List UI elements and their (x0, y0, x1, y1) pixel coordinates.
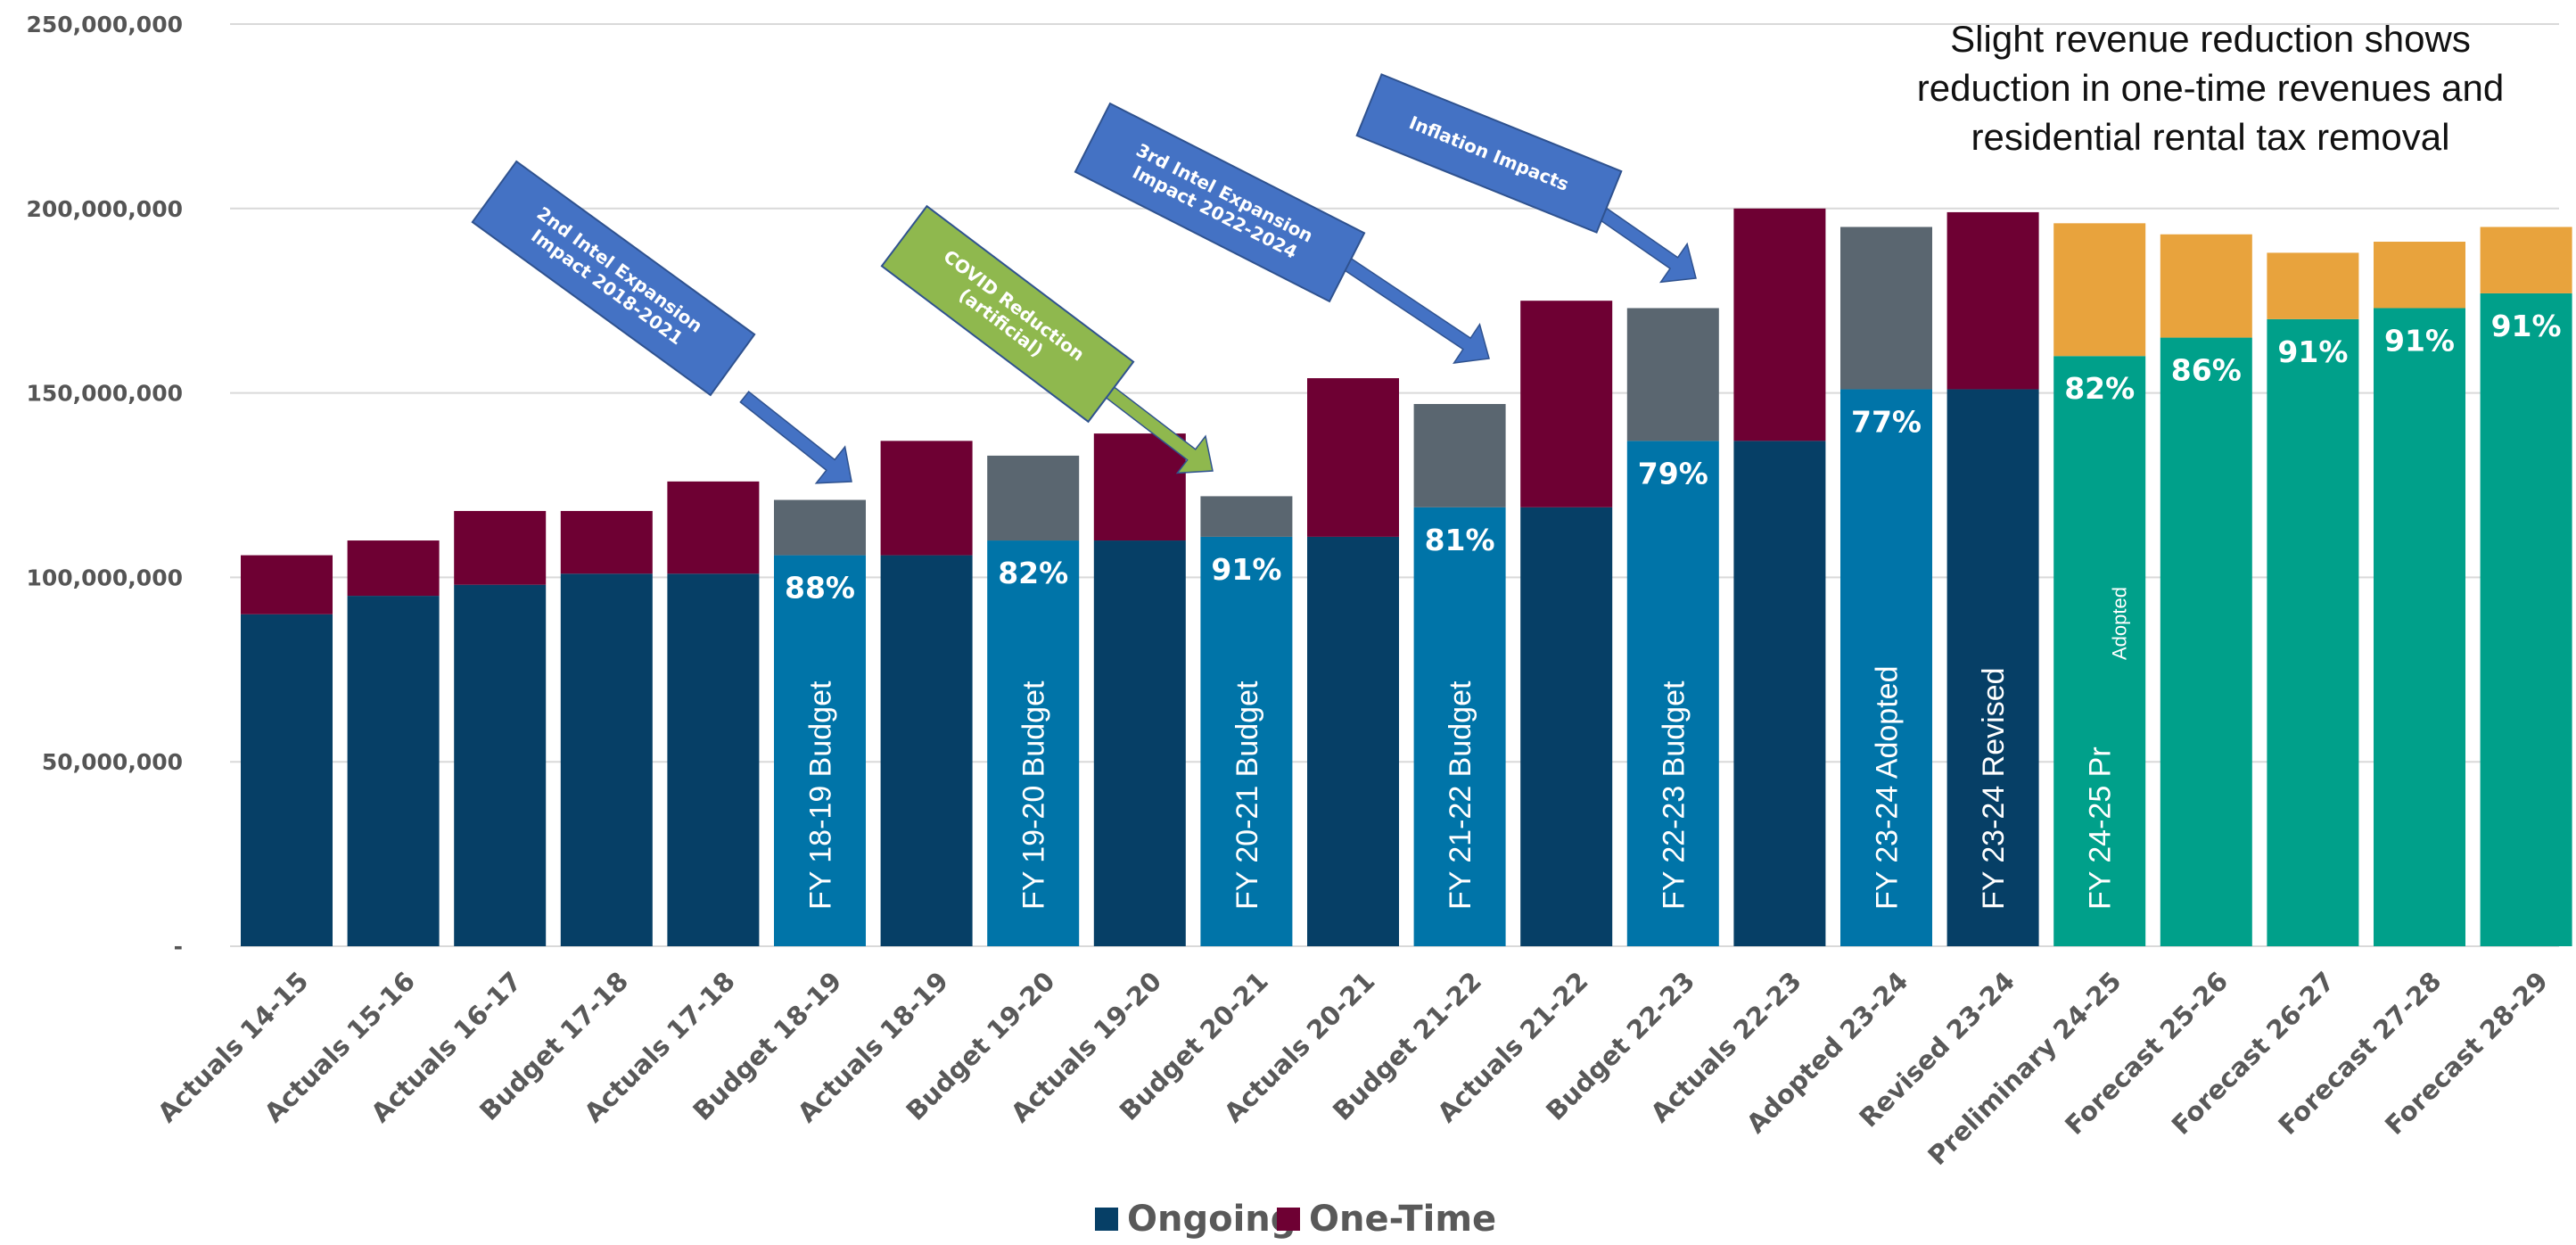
bar-percent-label: 88% (785, 571, 855, 606)
callout-arrow-shaft (739, 391, 852, 484)
bar-ongoing (2160, 337, 2252, 946)
y-tick-label: 100,000,000 (26, 565, 183, 590)
bar-percent-label: 82% (998, 556, 1068, 590)
bar-one-time (2267, 252, 2359, 319)
bar-ongoing (774, 555, 866, 946)
y-tick-label: - (174, 934, 183, 960)
bar-ongoing (1200, 536, 1293, 946)
bar-percent-label: 91% (2384, 323, 2455, 358)
bar-one-time (2053, 223, 2146, 357)
bar-percent-label: 91% (2277, 334, 2348, 369)
annotation-line: residential rental tax removal (1971, 116, 2450, 158)
callout-arrow-shaft (1105, 385, 1214, 474)
bar-ongoing (1520, 507, 1613, 946)
bar-vertical-label: FY 22-23 Budget (1657, 680, 1691, 910)
bar-ongoing (1307, 536, 1399, 946)
bar-ongoing (987, 540, 1080, 946)
callout-box-bg (1355, 73, 1623, 234)
y-tick-label: 150,000,000 (26, 381, 183, 407)
bar-one-time (774, 499, 866, 556)
bar-one-time (1200, 496, 1293, 537)
bar-vertical-label: FY 23-24 Revised (1977, 667, 2011, 910)
annotation-line: reduction in one-time revenues and (1916, 67, 2505, 109)
bars: 88% FY 18-19 Budget 82% FY 19-20 Budget 91% F… (241, 208, 2572, 947)
bar-ongoing (1413, 507, 1506, 946)
bar-one-time (880, 441, 973, 556)
bar-one-time (1626, 308, 1719, 441)
bar-one-time (2160, 234, 2252, 338)
legend-swatch (1095, 1208, 1118, 1231)
bar-percent-label: 86% (2171, 353, 2242, 388)
y-tick-label: 200,000,000 (26, 196, 183, 222)
bar-percent-label: 91% (1211, 552, 1281, 587)
callout-box-bg (880, 204, 1135, 424)
bar-ongoing (241, 614, 333, 946)
bar-ongoing (454, 584, 547, 946)
bar-one-time (241, 555, 333, 614)
callout-box: COVID Reduction(artificial) (880, 204, 1135, 424)
bar-one-time (560, 510, 653, 574)
bar-one-time (987, 455, 1080, 541)
bar-vertical-label: FY 21-22 Budget (1444, 680, 1477, 910)
bar-one-time (667, 481, 760, 574)
bar-vertical-label: FY 19-20 Budget (1017, 680, 1051, 910)
legend-label: One-Time (1309, 1199, 1496, 1240)
bar-one-time (1093, 433, 1186, 541)
bar-ongoing (880, 555, 973, 946)
callout-box-bg (471, 160, 756, 397)
bar-one-time (2480, 227, 2572, 293)
y-axis-ticks: - 50,000,000 100,000,000 150,000,000 200,000… (26, 12, 183, 960)
bar-ongoing (1733, 441, 1826, 946)
bar-one-time (1733, 208, 1826, 441)
bar-percent-label: 91% (2491, 309, 2562, 343)
bar-vertical-label: FY 18-19 Budget (804, 680, 838, 910)
y-tick-label: 250,000,000 (26, 12, 183, 37)
bar-one-time (454, 510, 547, 585)
bar-ongoing (2374, 308, 2465, 946)
bar-one-time (1307, 378, 1399, 537)
legend-label: Ongoing (1127, 1199, 1296, 1240)
bar-one-time (1520, 301, 1613, 507)
bar-one-time (1840, 227, 1932, 390)
bar-one-time (347, 540, 440, 597)
bar-percent-label: 79% (1638, 456, 1708, 491)
bar-percent-label: 81% (1425, 523, 1495, 557)
bar-ongoing (2480, 293, 2572, 947)
bar-ongoing (1626, 441, 1719, 946)
legend: Ongoing One-Time (1095, 1199, 1496, 1240)
bar-ongoing (560, 573, 653, 946)
bar-vertical-label: FY 23-24 Adopted (1871, 666, 1905, 910)
bar-percent-label: 82% (2064, 371, 2135, 406)
x-tick-label: Preliminary 24-25 (1922, 966, 2127, 1171)
bar-ongoing (347, 596, 440, 946)
bar-vertical-sublabel: Adopted (2109, 587, 2131, 660)
y-tick-label: 50,000,000 (42, 749, 183, 775)
callout-arrow-shaft (1598, 207, 1697, 284)
bar-one-time (1946, 211, 2039, 390)
bar-ongoing (667, 573, 760, 946)
bar-ongoing (1093, 540, 1186, 946)
bar-ongoing (1840, 389, 1932, 946)
bar-ongoing (2053, 356, 2146, 946)
bar-ongoing (1946, 389, 2039, 946)
callout-arrow-shaft (1337, 253, 1490, 364)
bar-one-time (1413, 404, 1506, 507)
bar-vertical-label: FY 20-21 Budget (1230, 680, 1264, 910)
legend-swatch (1277, 1208, 1300, 1231)
bar-vertical-label: FY 24-25 Pr (2084, 746, 2118, 910)
bar-percent-label: 77% (1851, 404, 1922, 439)
bar-one-time (2374, 242, 2465, 309)
callout-box-bg (1074, 102, 1366, 303)
bar-ongoing (2267, 318, 2359, 946)
